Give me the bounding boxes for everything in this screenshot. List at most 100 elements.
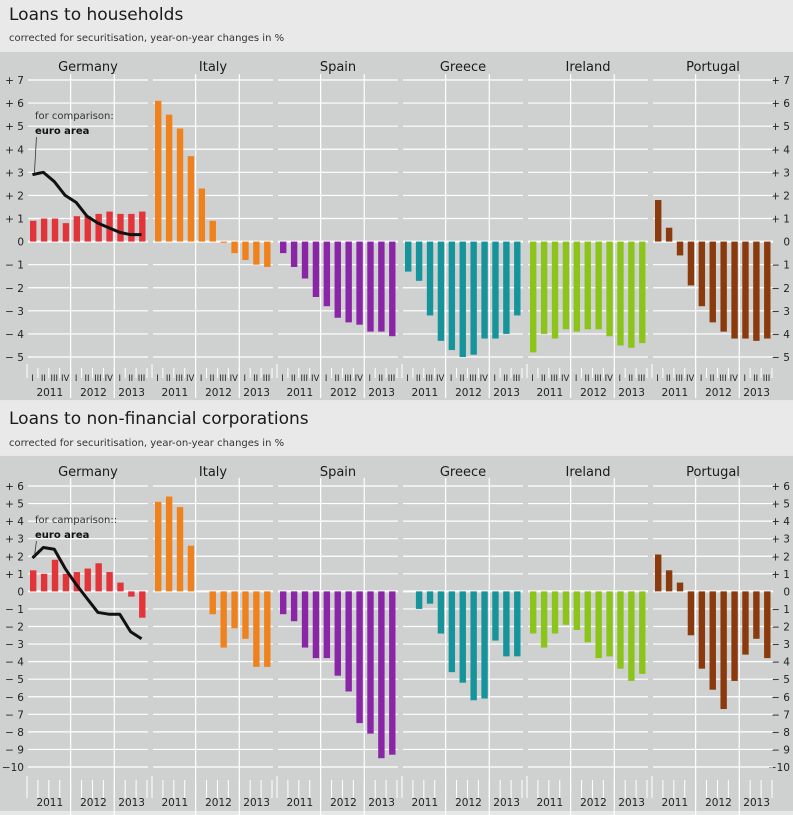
bar <box>280 241 287 254</box>
bar <box>301 591 309 648</box>
bar <box>323 241 331 307</box>
bar <box>628 241 635 348</box>
year-label: 2011 <box>286 387 313 399</box>
y-tick-label-right: − 2 <box>771 622 790 634</box>
year-label: 2013 <box>243 387 270 399</box>
quarter-label: I <box>156 374 159 384</box>
bar <box>155 501 162 592</box>
bar <box>356 241 363 325</box>
year-label: 2011 <box>536 797 563 809</box>
y-tick-label-right: 0 <box>783 586 790 598</box>
year-label: 2013 <box>368 387 395 399</box>
quarter-label: III <box>176 374 184 384</box>
quarter-label: II <box>41 374 46 384</box>
y-tick-label-left: + 2 <box>5 190 24 202</box>
panel-title: Italy <box>199 60 228 75</box>
bar <box>312 591 320 659</box>
bar <box>345 241 352 323</box>
bar <box>459 241 466 357</box>
y-tick-label-left: − 4 <box>5 657 24 669</box>
bar <box>139 591 146 618</box>
bar <box>415 241 423 281</box>
quarter-label: II <box>416 374 421 384</box>
corporations-chart: + 6 + 6 + 5 + 5 + 4 + 4 + 3 + 3 + 2 + 2 + 1 + 1 0 0 − … <box>2 465 790 815</box>
y-tick-label-right: + 2 <box>771 551 790 563</box>
panel-ireland: Ireland 2011 2012 2013 <box>526 465 648 815</box>
year-label: 2013 <box>243 797 270 809</box>
panel-title: Spain <box>320 465 356 480</box>
bar <box>753 241 760 341</box>
year-label: 2012 <box>580 387 607 399</box>
bar <box>176 128 184 242</box>
bar <box>62 223 70 242</box>
panel-title: Greece <box>440 465 486 480</box>
y-tick-label-left: − 3 <box>5 306 24 318</box>
quarter-label: III <box>426 374 434 384</box>
bar <box>503 591 510 657</box>
quarter-label: IV <box>105 374 114 384</box>
y-tick-label-right: − 1 <box>771 260 790 272</box>
y-tick-label-right: − 4 <box>771 657 790 669</box>
year-label: 2012 <box>80 387 107 399</box>
quarter-label: III <box>51 374 59 384</box>
bar <box>742 241 749 339</box>
bar <box>459 591 466 683</box>
quarter-label: III <box>551 374 559 384</box>
y-tick-label-left: −10 <box>2 762 24 774</box>
bar <box>367 591 374 734</box>
quarter-label: I <box>618 374 621 384</box>
bar <box>530 591 537 634</box>
bar <box>290 241 298 267</box>
y-tick-label-right: + 7 <box>771 75 790 87</box>
quarter-label: II <box>666 374 671 384</box>
bar <box>530 241 537 353</box>
quarter-label: II <box>291 374 296 384</box>
quarter-label: I <box>368 374 371 384</box>
bar <box>117 582 124 592</box>
bar <box>106 572 113 592</box>
households-header: Loans to households corrected for securi… <box>0 0 793 50</box>
bar <box>165 114 173 242</box>
quarter-label: IV <box>480 374 489 384</box>
bar <box>312 241 320 297</box>
quarter-label: I <box>243 374 246 384</box>
bar <box>764 241 771 339</box>
annotation-leader <box>34 540 37 557</box>
quarter-label: II <box>503 374 508 384</box>
bar <box>356 591 363 724</box>
bar <box>155 100 162 242</box>
euro-area-line <box>32 170 142 237</box>
bar <box>676 582 684 592</box>
y-tick-label-left: − 1 <box>5 604 24 616</box>
bar <box>492 241 499 339</box>
panel-title: Portugal <box>686 465 740 480</box>
year-label: 2012 <box>705 797 732 809</box>
bar <box>209 220 216 242</box>
panel-portugal: Portugal 2011 2012 2013 <box>651 465 773 815</box>
year-label: 2013 <box>493 797 520 809</box>
bar <box>731 591 738 681</box>
bar <box>617 591 624 669</box>
y-tick-label-left: − 7 <box>5 709 24 721</box>
y-tick-label-left: − 9 <box>5 744 24 756</box>
year-label: 2013 <box>743 797 770 809</box>
bar <box>481 591 488 699</box>
comparison-annotation: for comparison: <box>35 111 114 122</box>
year-label: 2012 <box>80 797 107 809</box>
bar <box>655 200 662 242</box>
y-tick-label-left: − 5 <box>5 674 24 686</box>
households-chart: + 7 + 7 + 6 + 6 + 5 + 5 + 4 + 4 + 3 + 3 + 2 + 2 + 1 +… <box>5 60 790 399</box>
bar <box>165 496 173 592</box>
bar <box>198 188 206 242</box>
bar <box>220 591 227 648</box>
bar <box>437 241 445 341</box>
quarter-label: III <box>301 374 309 384</box>
bar <box>128 213 135 242</box>
year-label: 2011 <box>661 387 688 399</box>
quarter-label: IV <box>730 374 739 384</box>
year-label: 2011 <box>36 387 63 399</box>
panel-title: Portugal <box>686 60 740 75</box>
y-tick-label-right: − 5 <box>771 674 790 686</box>
quarter-label: I <box>743 374 746 384</box>
